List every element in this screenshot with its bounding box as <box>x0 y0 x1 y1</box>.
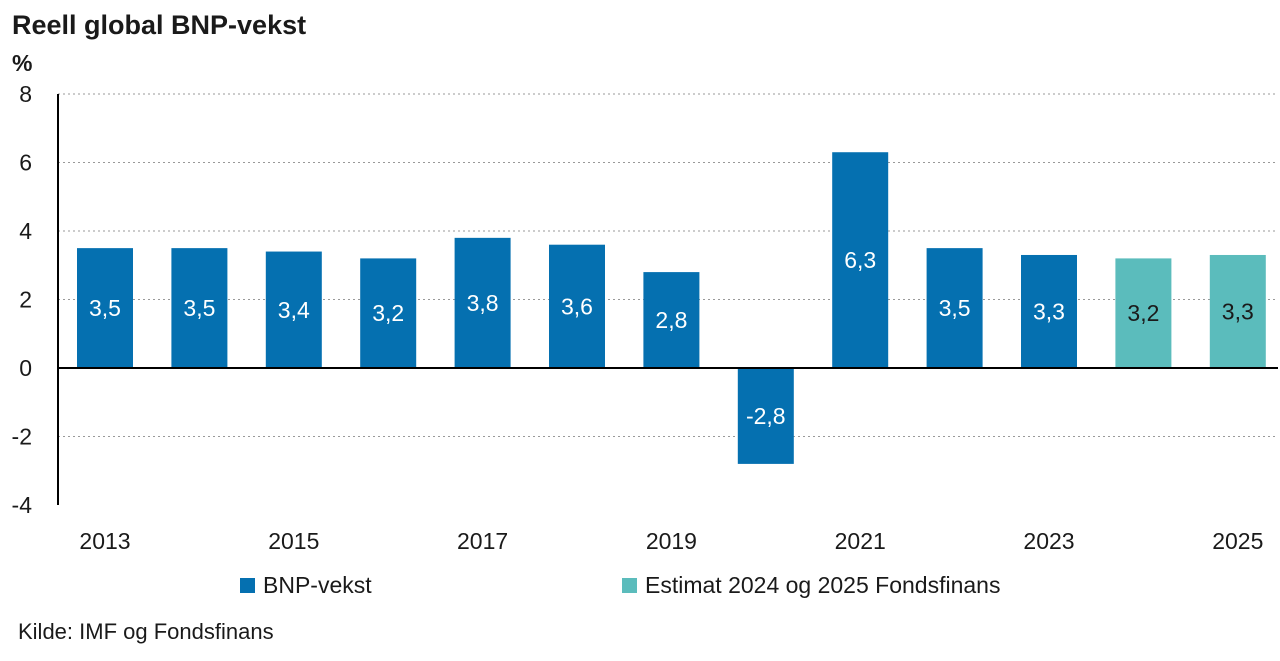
y-tick-label: 0 <box>19 355 32 381</box>
bar-2017 <box>454 237 511 368</box>
data-label: -2,8 <box>746 403 786 429</box>
x-tick-label: 2025 <box>1212 528 1263 554</box>
y-tick-label: 4 <box>19 218 32 244</box>
data-label: 3,3 <box>1222 298 1254 324</box>
x-tick-label: 2013 <box>79 528 130 554</box>
data-label: 6,3 <box>844 247 876 273</box>
source-note: Kilde: IMF og Fondsfinans <box>18 619 274 644</box>
legend-swatch-estimate <box>622 578 637 593</box>
bar-2023 <box>1021 254 1077 368</box>
data-label: 2,8 <box>655 307 687 333</box>
y-tick-label: 6 <box>19 150 32 176</box>
x-tick-label: 2019 <box>646 528 697 554</box>
legend-item-actual: BNP-vekst <box>240 572 372 599</box>
bar-2024 <box>1115 258 1172 368</box>
bar-2018 <box>549 244 605 368</box>
y-tick-label: -2 <box>12 424 32 450</box>
x-tick-label: 2023 <box>1023 528 1074 554</box>
bar-2021 <box>832 152 889 368</box>
bar-2014 <box>171 248 228 368</box>
y-tick-label: 8 <box>19 81 32 107</box>
y-tick-label: 2 <box>19 287 32 313</box>
legend-label-actual: BNP-vekst <box>263 572 372 598</box>
bar-2015 <box>265 251 322 368</box>
data-label: 3,5 <box>183 295 215 321</box>
x-tick-label: 2015 <box>268 528 319 554</box>
legend: BNP-vekst Estimat 2024 og 2025 Fondsfina… <box>0 572 1280 602</box>
bar-2019 <box>643 272 700 368</box>
data-label: 3,5 <box>89 295 121 321</box>
data-label: 3,3 <box>1033 298 1065 324</box>
data-label: 3,2 <box>1127 300 1159 326</box>
bar-2025 <box>1209 254 1266 368</box>
data-label: 3,8 <box>467 290 499 316</box>
legend-swatch-actual <box>240 578 255 593</box>
bar-2020 <box>737 368 794 464</box>
bar-2013 <box>77 248 133 368</box>
data-label: 3,5 <box>939 295 971 321</box>
y-tick-label: -4 <box>12 492 33 518</box>
data-label: 3,6 <box>561 293 593 319</box>
legend-item-estimate: Estimat 2024 og 2025 Fondsfinans <box>622 572 1000 599</box>
x-tick-label: 2017 <box>457 528 508 554</box>
data-label: 3,2 <box>372 300 404 326</box>
x-tick-label: 2021 <box>835 528 886 554</box>
data-label: 3,4 <box>278 297 310 323</box>
bar-2016 <box>360 258 417 368</box>
chart-title: Reell global BNP-vekst <box>12 10 307 40</box>
y-axis-unit: % <box>12 50 33 76</box>
legend-label-estimate: Estimat 2024 og 2025 Fondsfinans <box>645 572 1001 598</box>
bar-2022 <box>926 248 983 368</box>
bar-chart: -4 -2 0 2 4 6 8 3,5 3,5 3,4 3,2 3,8 3,6 2,8 -2,8 6,3 3,5… <box>12 81 1278 554</box>
